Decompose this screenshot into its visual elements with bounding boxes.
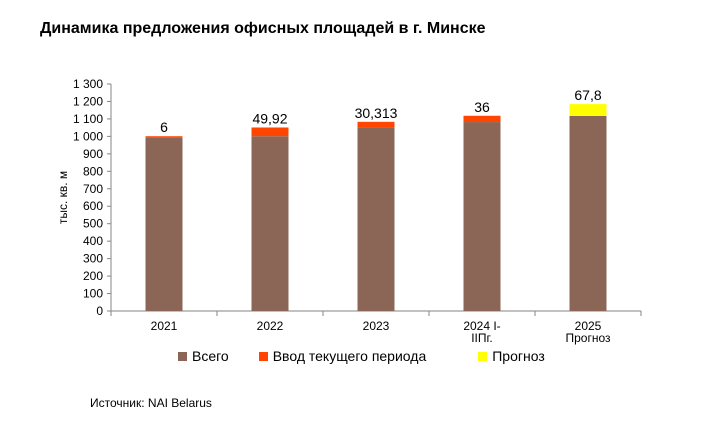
x-tick-label: 2025 — [575, 319, 602, 333]
x-tick-label: Прогноз — [565, 331, 611, 345]
bar-total-3 — [463, 122, 501, 311]
y-tick-label: 400 — [83, 234, 103, 248]
bar-period-3 — [463, 115, 501, 123]
x-tick-label: IIПг. — [471, 331, 493, 345]
y-tick-label: 600 — [83, 199, 103, 213]
bar-forecast-4 — [569, 104, 607, 116]
y-tick-label: 800 — [83, 164, 103, 178]
legend-item-total: Всего — [178, 348, 229, 364]
legend-swatch-total — [178, 351, 187, 361]
bar-period-0 — [145, 136, 183, 138]
x-tick-label: 2024 I- — [463, 319, 500, 333]
x-tick-label: 2023 — [363, 319, 390, 333]
y-axis-title: тыс. кв. м — [56, 171, 70, 224]
y-tick-label: 1 100 — [73, 112, 103, 126]
x-tick-label: 2022 — [257, 319, 284, 333]
y-tick-label: 900 — [83, 147, 103, 161]
chart-title: Динамика предложения офисных площадей в … — [40, 20, 486, 37]
y-tick-label: 100 — [83, 287, 103, 301]
x-tick-label: 2021 — [151, 319, 178, 333]
legend-swatch-period — [258, 351, 268, 361]
y-tick-label: 1 200 — [73, 94, 103, 108]
bar-total-0 — [145, 137, 183, 311]
y-tick-label: 700 — [83, 182, 103, 196]
bar-total-1 — [251, 136, 289, 311]
bar-period-1 — [251, 127, 289, 137]
y-tick-label: 300 — [83, 252, 103, 266]
y-tick-label: 1 300 — [73, 77, 103, 91]
legend-label-forecast: Прогноз — [492, 348, 545, 364]
data-label: 36 — [474, 99, 490, 115]
data-label: 49,92 — [252, 110, 287, 126]
bar-period-2 — [357, 121, 395, 128]
legend-label-total: Всего — [192, 348, 229, 364]
source-note: Источник: NAI Belarus — [90, 396, 212, 410]
chart-legend: Всего Ввод текущего периода Прогноз — [178, 348, 545, 364]
data-label: 67,8 — [574, 87, 601, 103]
y-tick-label: 500 — [83, 217, 103, 231]
y-tick-label: 1 000 — [73, 129, 103, 143]
legend-swatch-forecast — [478, 351, 488, 361]
legend-item-period: Ввод текущего периода — [258, 348, 427, 364]
bar-total-2 — [357, 127, 395, 311]
legend-item-forecast: Прогноз — [478, 348, 545, 364]
y-tick-label: 0 — [96, 304, 103, 318]
data-label: 30,313 — [355, 105, 398, 121]
y-tick-label: 200 — [83, 269, 103, 283]
legend-label-period: Ввод текущего периода — [272, 348, 427, 364]
data-label: 6 — [160, 119, 168, 135]
bar-total-4 — [569, 115, 607, 311]
